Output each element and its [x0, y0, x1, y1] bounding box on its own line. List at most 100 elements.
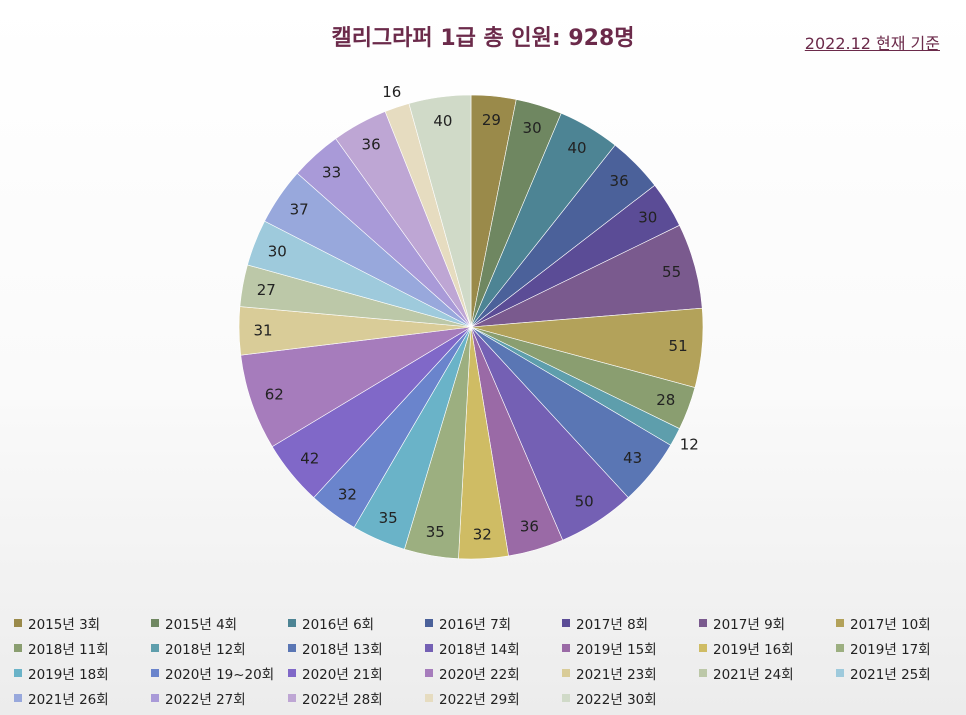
pie-data-label: 36 — [610, 172, 629, 190]
pie-data-label: 16 — [382, 83, 401, 101]
legend-swatch — [14, 693, 22, 702]
legend-swatch — [288, 643, 296, 652]
legend-label: 2017년 9회 — [713, 616, 786, 633]
pie-data-label: 35 — [379, 509, 398, 527]
pie-data-label: 30 — [638, 208, 657, 226]
legend-item: 2016년 6회 — [288, 611, 425, 634]
legend-swatch — [699, 668, 707, 677]
legend-item: 2018년 13회 — [288, 636, 425, 659]
legend-item: 2016년 7회 — [425, 611, 562, 634]
pie-data-label: 50 — [575, 493, 594, 511]
legend-swatch — [562, 643, 570, 652]
pie-data-label: 31 — [253, 322, 272, 340]
legend-label: 2016년 6회 — [302, 616, 375, 633]
legend-item: 2019년 18회 — [14, 661, 151, 684]
legend-label: 2018년 12회 — [165, 641, 246, 658]
legend-swatch — [151, 693, 159, 702]
chart-legend: 2015년 3회 2015년 4회 2016년 6회 2016년 7회 2017년 8회… — [14, 611, 959, 709]
pie-data-label: 42 — [300, 449, 319, 467]
legend-swatch — [562, 693, 570, 702]
legend-swatch — [151, 643, 159, 652]
pie-data-label: 55 — [662, 263, 681, 281]
legend-swatch — [836, 618, 844, 627]
legend-item: 2017년 9회 — [699, 611, 836, 634]
chart-title: 캘리그라퍼 1급 총 인원: 928명 — [331, 26, 635, 51]
legend-item: 2017년 10회 — [836, 611, 966, 634]
pie-data-label: 32 — [473, 526, 492, 544]
pie-data-label: 32 — [338, 485, 357, 503]
legend-item: 2018년 12회 — [151, 636, 288, 659]
basis-date-note: 2022.12 현재 기준 — [804, 34, 940, 53]
pie-data-label: 40 — [567, 139, 586, 157]
legend-item: 2020년 21회 — [288, 661, 425, 684]
legend-item: 2021년 24회 — [699, 661, 836, 684]
legend-swatch — [425, 643, 433, 652]
legend-swatch — [562, 668, 570, 677]
legend-item: 2022년 29회 — [425, 686, 562, 709]
legend-label: 2017년 10회 — [850, 616, 931, 633]
pie-slices — [238, 94, 704, 560]
pie-data-label: 29 — [482, 111, 501, 129]
pie-data-label: 43 — [623, 449, 642, 467]
legend-swatch — [425, 618, 433, 627]
legend-item: 2018년 11회 — [14, 636, 151, 659]
legend-swatch — [14, 643, 22, 652]
legend-label: 2016년 7회 — [439, 616, 512, 633]
legend-item: 2021년 25회 — [836, 661, 966, 684]
legend-label: 2022년 30회 — [576, 691, 657, 708]
pie-data-label: 28 — [656, 391, 675, 409]
pie-data-label: 62 — [265, 386, 284, 404]
legend-item: 2019년 16회 — [699, 636, 836, 659]
legend-swatch — [151, 618, 159, 627]
legend-swatch — [288, 618, 296, 627]
legend-label: 2021년 25회 — [850, 666, 931, 683]
legend-label: 2019년 15회 — [576, 641, 657, 658]
pie-data-label: 30 — [268, 242, 287, 260]
pie-data-label: 37 — [290, 201, 309, 219]
legend-label: 2020년 22회 — [439, 666, 520, 683]
legend-item: 2018년 14회 — [425, 636, 562, 659]
legend-swatch — [425, 668, 433, 677]
legend-item: 2021년 26회 — [14, 686, 151, 709]
legend-label: 2022년 27회 — [165, 691, 246, 708]
legend-swatch — [14, 668, 22, 677]
legend-label: 2019년 18회 — [28, 666, 109, 683]
legend-item: 2022년 30회 — [562, 686, 699, 709]
legend-swatch — [699, 618, 707, 627]
legend-label: 2017년 8회 — [576, 616, 649, 633]
legend-item: 2021년 23회 — [562, 661, 699, 684]
legend-label: 2019년 17회 — [850, 641, 931, 658]
pie-slice — [408, 94, 472, 328]
pie-data-label: 30 — [523, 119, 542, 137]
legend-item: 2020년 22회 — [425, 661, 562, 684]
legend-item: 2022년 28회 — [288, 686, 425, 709]
legend-swatch — [425, 693, 433, 702]
legend-swatch — [836, 643, 844, 652]
legend-label: 2022년 28회 — [302, 691, 383, 708]
legend-label: 2020년 19~20회 — [165, 666, 275, 683]
legend-item: 2015년 4회 — [151, 611, 288, 634]
pie-chart: 29 30 40 36 30 55 51 28 12 43 50 36 32 35 35 32 42 62 31 27… — [238, 83, 704, 560]
legend-label: 2021년 23회 — [576, 666, 657, 683]
legend-label: 2015년 4회 — [165, 616, 238, 633]
pie-data-label: 27 — [257, 281, 276, 299]
legend-item: 2022년 27회 — [151, 686, 288, 709]
legend-swatch — [288, 668, 296, 677]
pie-data-label: 40 — [433, 112, 452, 130]
pie-data-labels: 29 30 40 36 30 55 51 28 12 43 50 36 32 35 35 32 42 62 31 27… — [253, 83, 698, 544]
pie-data-label: 12 — [680, 436, 699, 454]
legend-swatch — [151, 668, 159, 677]
legend-item: 2015년 3회 — [14, 611, 151, 634]
legend-label: 2022년 29회 — [439, 691, 520, 708]
legend-label: 2018년 13회 — [302, 641, 383, 658]
legend-label: 2021년 26회 — [28, 691, 109, 708]
pie-data-label: 35 — [426, 523, 445, 541]
legend-swatch — [562, 618, 570, 627]
pie-data-label: 51 — [669, 337, 688, 355]
legend-label: 2018년 14회 — [439, 641, 520, 658]
legend-swatch — [836, 668, 844, 677]
legend-label: 2019년 16회 — [713, 641, 794, 658]
pie-data-label: 36 — [520, 518, 539, 536]
pie-data-label: 36 — [362, 136, 381, 154]
legend-item: 2019년 15회 — [562, 636, 699, 659]
